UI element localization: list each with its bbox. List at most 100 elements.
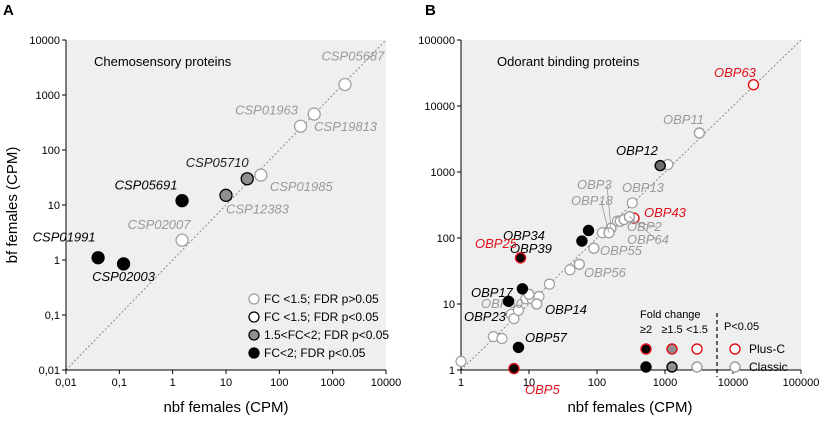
panel-b-legend-column-label: ≥1.5 [661,324,682,336]
panel-b-point [516,283,529,295]
panel-b-point-label: OBP13 [622,180,665,195]
panel-b-point [512,341,525,354]
panel-b-point [588,242,600,254]
panel-b-legend-column-label: <1.5 [686,324,708,336]
panel-b-leader-line [600,200,610,233]
panel-a-point-label: CSP12383 [226,201,290,216]
panel-a-x-tick-label: 1000 [320,377,344,389]
panel-b-legend-row-label: Classic [749,360,788,374]
panel-b-y-tick-label: 1 [449,365,455,377]
panel-b-x-tick-label: 1000 [653,377,677,389]
panel-a-point-label: CSP05687 [322,49,386,64]
panel-a-y-tick-label: 10 [48,200,60,212]
panel-b-leader-line [629,216,658,241]
panel-a-legend-label: FC <1.5; FDR p<0.05 [264,310,379,324]
panel-b-x-tick-label: 10 [523,377,535,389]
panel-b-legend-column-label: ≥2 [640,324,652,336]
panel-a-x-tick-label: 10 [220,377,232,389]
panel-b-point-label: OBP2 [627,219,662,234]
panel-a-ticks: 0,01 0,1 1 10 100 1000 10000 0,01 0,1 1 10 100 1000 1… [29,35,401,389]
panel-b-point-label: OBP18 [571,193,614,208]
panel-b-legend-row-label: Plus-C [749,342,785,356]
panel-b-legend-side-title: P<0.05 [724,321,759,333]
panel-b-point [514,252,527,264]
panel-b-x-tick-label: 100 [588,377,606,389]
panel-b: B 1 10 100 1000 10000 100000 1 10 100 1000 10000 10… [418,2,819,416]
panel-b-legend-marker [729,361,741,373]
panel-a-legend-marker [248,329,260,341]
panel-a-letter: A [3,2,14,19]
panel-b-point [626,197,638,209]
panel-a-point [219,188,233,202]
panel-b-point [455,355,467,367]
panel-a-points: CSP05687 CSP01963 CSP19813 CSP01985 CSP05710… [33,49,385,284]
panel-b-point-label: OBP57 [525,330,568,345]
panel-a-y-tick-label: 10000 [29,35,60,47]
panel-b-y-tick-label: 100 [437,233,455,245]
panel-a: A 0,01 0,1 1 10 100 1000 10000 0,01 0,1 1 10 100 100… [3,2,401,416]
panel-b-x-tick-label: 100000 [783,377,820,389]
panel-b-legend-marker [691,361,703,373]
panel-b-legend-marker [729,343,741,355]
panel-b-legend-marker [666,343,678,355]
panel-a-point-label: CSP01985 [270,179,334,194]
panel-a-y-tick-label: 1000 [36,90,60,102]
panel-a-legend-marker [248,293,260,305]
panel-b-point [582,224,595,237]
panel-b-point [693,127,706,139]
panel-b-point-label: OBP12 [616,143,659,158]
panel-a-point [116,257,131,271]
panel-a-point [240,172,254,186]
panel-b-point-label: OBP3 [577,177,612,192]
panel-b-leader-line [606,184,612,229]
panel-a-x-tick-label: 1 [170,377,176,389]
panel-b-point-label: OBP17 [471,285,514,300]
panel-b-points: OBP63OBP11OBP12OBP43OBP3OBP18OBP13OBP2OB… [455,65,760,397]
panel-b-ticks: 1 10 100 1000 10000 100000 1 10 100 1000 10000 1000… [418,35,819,389]
panel-a-legend: FC <1.5; FDR p>0.05 FC <1.5; FDR p<0.05 1.… [248,292,389,360]
panel-a-point-label: CSP02003 [92,269,156,284]
panel-a-point-label: CSP01991 [33,230,96,245]
panel-b-legend-marker [691,343,703,355]
panel-a-point [91,251,105,265]
panel-b-title: Odorant binding proteins [497,54,640,69]
panel-b-point-label: OBP25 [475,236,518,251]
panel-a-x-tick-label: 10000 [371,377,402,389]
panel-a-y-tick-label: 1 [54,255,60,267]
panel-a-x-tick-label: 0,01 [55,377,76,389]
panel-b-point-label: OBP11 [663,112,704,127]
panel-b-point-label: OBP55 [600,243,643,258]
panel-a-legend-label: FC<2; FDR p<0.05 [264,346,366,360]
panel-a-point-label: CSP05691 [115,178,178,193]
panel-b-point-label: OBP43 [644,205,687,220]
panel-b-y-tick-label: 10 [443,299,455,311]
panel-b-point [564,264,576,276]
panel-b-legend-title: Fold change [640,309,701,321]
panel-a-y-tick-label: 100 [42,145,60,157]
panel-a-legend-label: 1.5<FC<2; FDR p<0.05 [264,328,389,342]
panel-b-letter: B [425,2,436,19]
panel-b-x-tick-label: 1 [458,377,464,389]
panel-a-x-tick-label: 0,1 [112,377,127,389]
panel-a-diagonal [65,39,387,371]
panel-a-point-label: CSP05710 [186,155,250,170]
panel-b-point [654,159,666,172]
panel-a-point [254,168,268,182]
panel-a-point [293,119,308,133]
panel-a-point [338,77,352,92]
panel-a-legend-label: FC <1.5; FDR p>0.05 [264,292,379,306]
panel-a-point-label: CSP02007 [128,217,192,232]
panel-a-y-tick-label: 0,1 [45,310,60,322]
panel-b-point-label: OBP34 [503,228,545,243]
panel-a-y-tick-label: 0,01 [39,365,60,377]
panel-b-point [502,295,515,307]
panel-a-point [175,233,189,247]
panel-b-y-tick-label: 100000 [418,35,455,47]
panel-b-legend-marker [640,361,652,373]
panel-b-x-axis-label: nbf females (CPM) [567,399,692,416]
panel-b-point-label: OBP56 [584,265,627,280]
panel-b-point-label: OBP23 [464,309,507,324]
panel-a-point [307,107,321,121]
panel-a-x-tick-label: 100 [270,377,288,389]
